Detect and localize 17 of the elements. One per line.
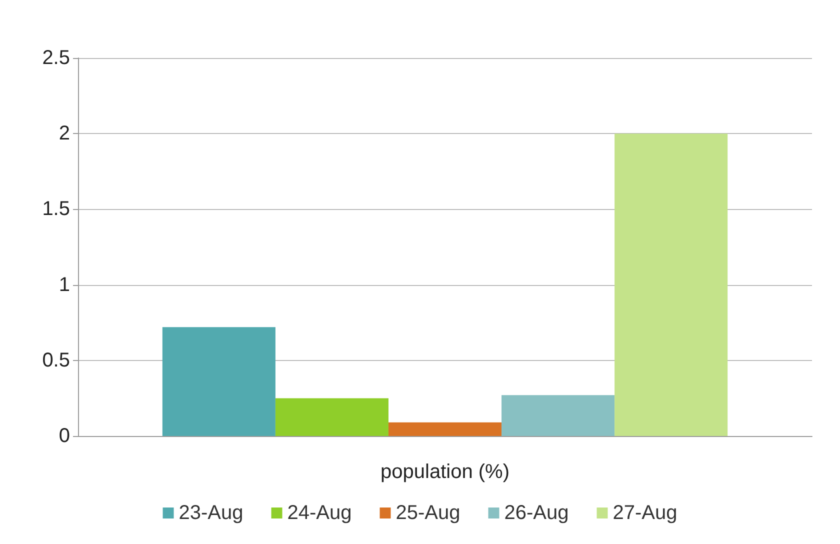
- y-tick-label: 0: [58, 425, 70, 447]
- bar: [614, 134, 728, 436]
- bar: [162, 327, 276, 436]
- y-tick-label: 1.5: [42, 198, 70, 220]
- legend-label: 27-Aug: [612, 502, 678, 524]
- legend-label: 25-Aug: [396, 502, 460, 524]
- y-tick-label: 2: [58, 122, 70, 145]
- legend-label: 26-Aug: [504, 502, 569, 524]
- y-tick-label: 2.5: [42, 47, 70, 69]
- bar: [502, 395, 615, 436]
- bar: [388, 422, 502, 436]
- legend-label: 24-Aug: [287, 502, 352, 524]
- x-axis-title: population (%): [380, 461, 510, 483]
- bar: [275, 398, 388, 436]
- legend-label: 23-Aug: [178, 502, 244, 524]
- y-tick-label: 1: [58, 274, 70, 296]
- y-tick-label: 0.5: [42, 349, 70, 372]
